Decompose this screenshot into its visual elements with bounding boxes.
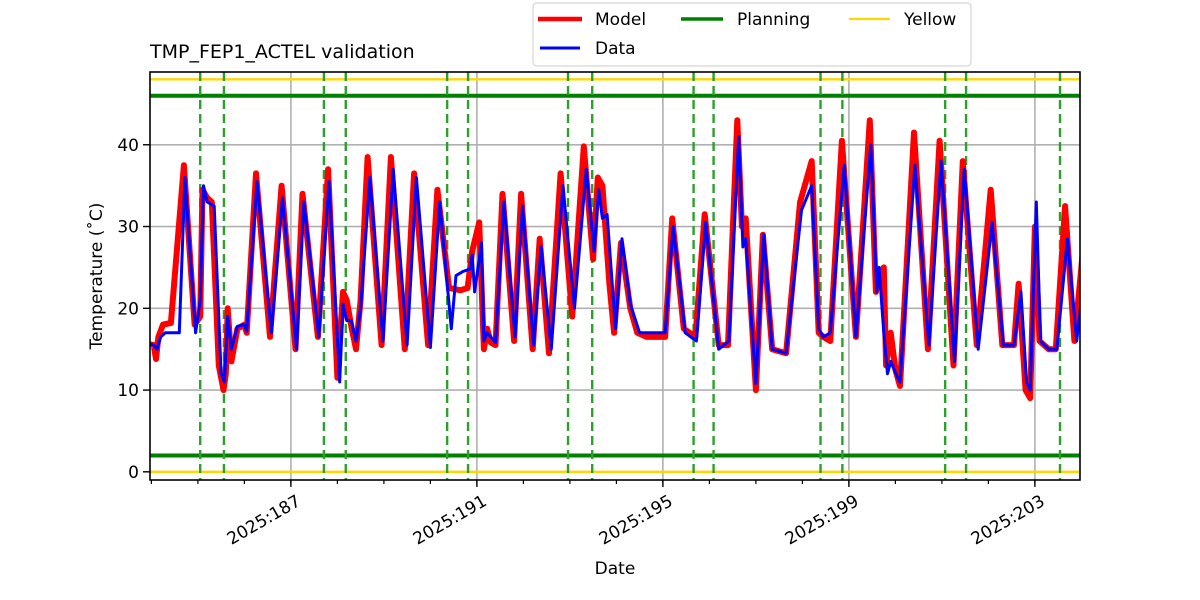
x-tick-label: 2025:191 [410,491,491,549]
series-group [150,117,1080,402]
y-tick-label: 40 [117,136,139,156]
plot-frame [149,71,1081,481]
x-tick-label: 2025:199 [782,491,863,549]
legend-label-model: Model [595,10,646,30]
chart-title: TMP_FEP1_ACTEL validation [149,41,415,63]
legend-label-data: Data [595,39,636,59]
x-tick-label: 2025:187 [224,491,305,549]
x-tick-label: 2025:195 [596,491,677,549]
y-axis: 0 10 20 30 40 [117,136,150,483]
x-axis-label: Date [595,559,636,579]
x-tick-label: 2025:203 [968,491,1049,549]
series-line-data [150,135,1080,392]
y-axis-label: Temperature (˚C) [86,203,107,351]
y-tick-label: 20 [117,299,139,319]
y-tick-label: 0 [128,463,139,483]
legend: Model Data Planning Yellow [532,2,972,67]
limit-lines [150,78,1080,474]
legend-label-planning: Planning [737,10,810,30]
y-tick-label: 10 [117,381,139,401]
x-axis: 2025:187 2025:191 2025:195 2025:199 2025:203 [150,480,1049,549]
y-tick-label: 30 [117,218,139,238]
legend-label-yellow: Yellow [903,10,956,30]
